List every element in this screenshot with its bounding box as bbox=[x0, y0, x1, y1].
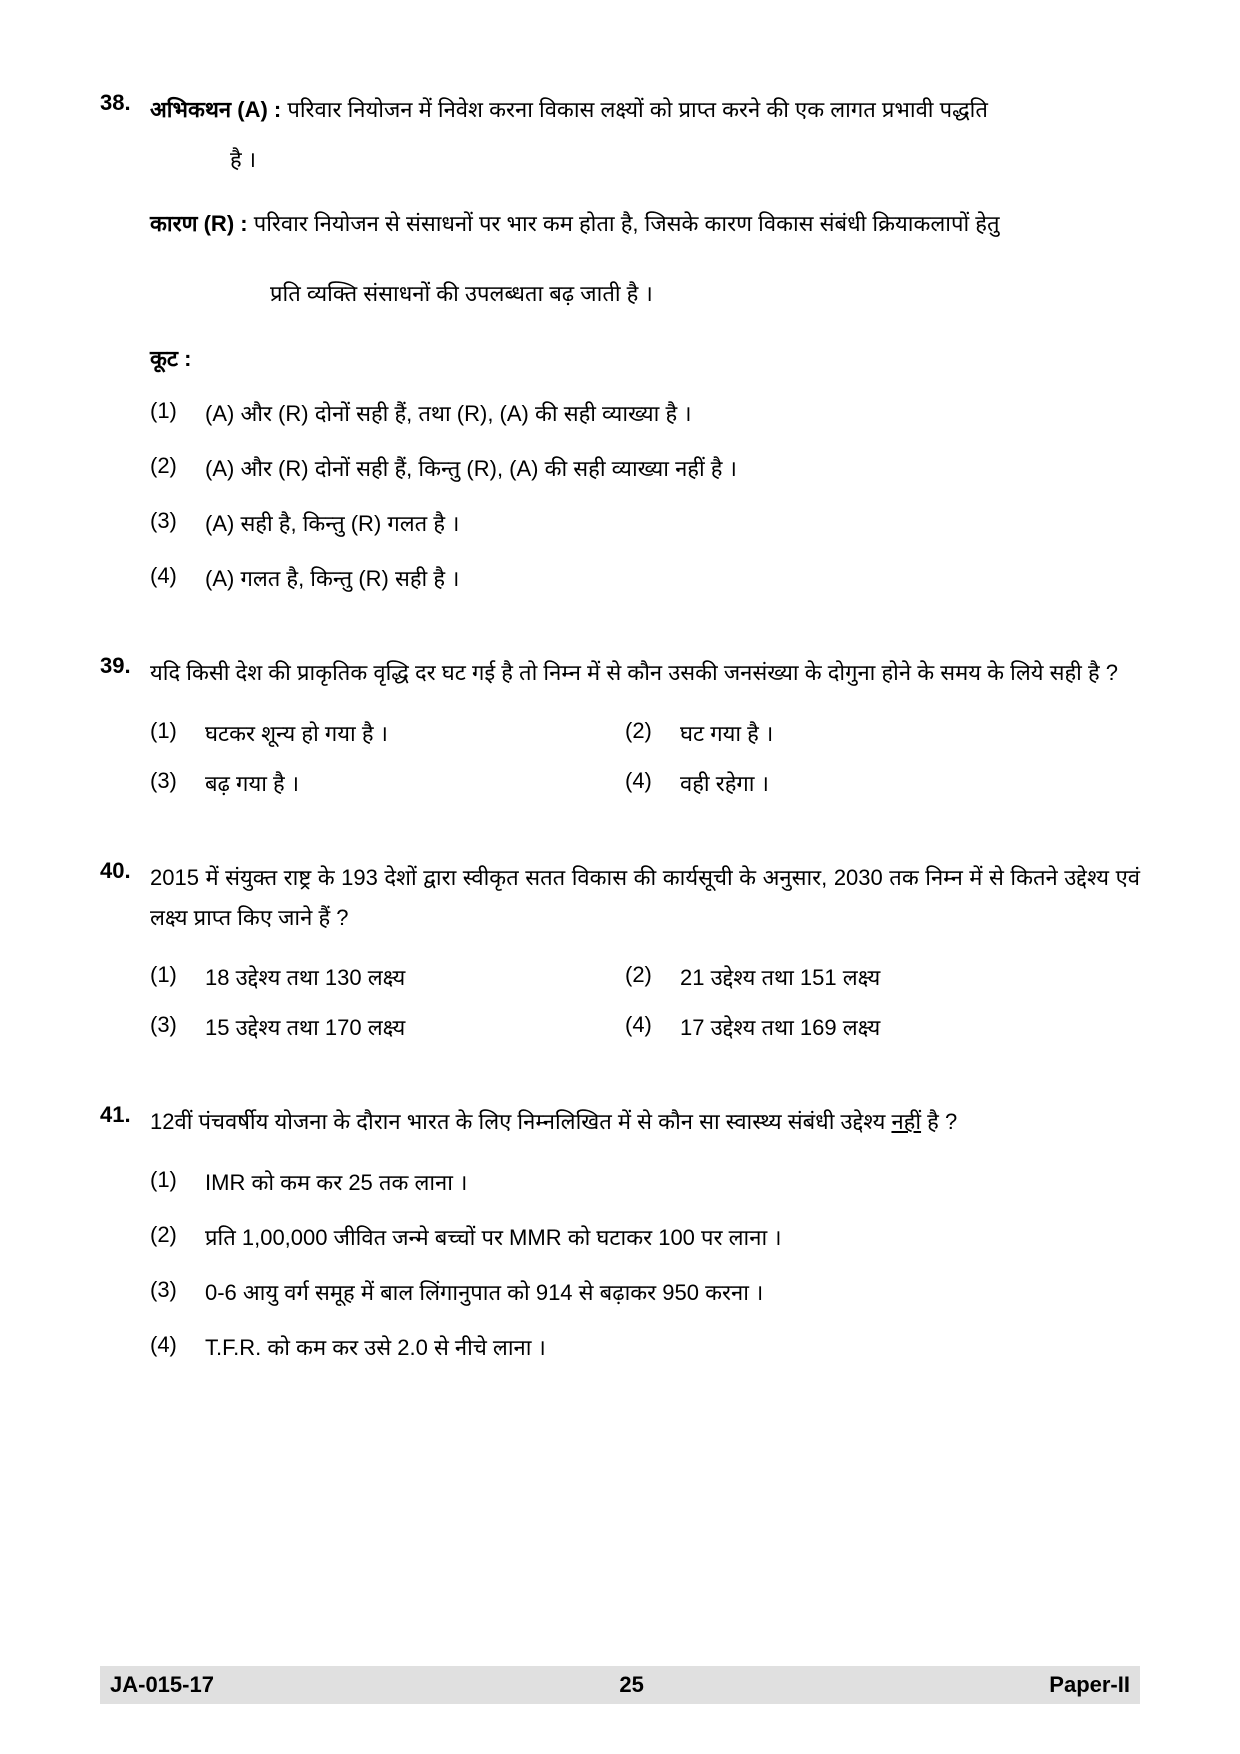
question-40: 40. 2015 में संयुक्त राष्ट्र के 193 देशो… bbox=[100, 858, 1140, 1042]
option-number: (2) bbox=[625, 962, 680, 992]
question-number: 41. bbox=[100, 1102, 150, 1128]
option-item: (3) 15 उद्देश्य तथा 170 लक्ष्य bbox=[150, 1012, 625, 1042]
option-item: (3) बढ़ गया है । bbox=[150, 768, 625, 798]
option-item: (2) घट गया है । bbox=[625, 718, 1140, 748]
code-label: कूट : bbox=[150, 343, 1140, 373]
q39-options-row1: (1) घटकर शून्य हो गया है । (2) घट गया है… bbox=[150, 718, 1140, 748]
option-item: (1) घटकर शून्य हो गया है । bbox=[150, 718, 625, 748]
option-text: वही रहेगा । bbox=[680, 768, 1140, 798]
option-item: (2) (A) और (R) दोनों सही हैं, किन्तु (R)… bbox=[150, 453, 1140, 483]
option-text: T.F.R. को कम कर उसे 2.0 से नीचे लाना । bbox=[205, 1332, 1140, 1362]
reason-content: परिवार नियोजन से संसाधनों पर भार कम होता… bbox=[254, 211, 1000, 236]
option-number: (3) bbox=[150, 768, 205, 798]
footer-paper-code: JA-015-17 bbox=[110, 1672, 214, 1698]
option-text: 18 उद्देश्य तथा 130 लक्ष्य bbox=[205, 962, 625, 992]
option-number: (4) bbox=[150, 563, 205, 593]
option-text: बढ़ गया है । bbox=[205, 768, 625, 798]
option-text: IMR को कम कर 25 तक लाना । bbox=[205, 1167, 1140, 1197]
q39-options-row2: (3) बढ़ गया है । (4) वही रहेगा । bbox=[150, 768, 1140, 798]
option-item: (1) 18 उद्देश्य तथा 130 लक्ष्य bbox=[150, 962, 625, 992]
option-number: (4) bbox=[625, 1012, 680, 1042]
reason-text-line: कारण (R) : परिवार नियोजन से संसाधनों पर … bbox=[150, 204, 1140, 244]
q40-options-row2: (3) 15 उद्देश्य तथा 170 लक्ष्य (4) 17 उद… bbox=[150, 1012, 1140, 1042]
question-41: 41. 12वीं पंचवर्षीय योजना के दौरान भारत … bbox=[100, 1102, 1140, 1362]
option-item: (2) प्रति 1,00,000 जीवित जन्मे बच्चों पर… bbox=[150, 1222, 1140, 1252]
reason-label: कारण (R) : bbox=[150, 211, 248, 236]
option-item: (1) (A) और (R) दोनों सही हैं, तथा (R), (… bbox=[150, 398, 1140, 428]
question-40-row: 40. 2015 में संयुक्त राष्ट्र के 193 देशो… bbox=[100, 858, 1140, 937]
option-item: (2) 21 उद्देश्य तथा 151 लक्ष्य bbox=[625, 962, 1140, 992]
footer-paper-label: Paper-II bbox=[1049, 1672, 1130, 1698]
question-text: 2015 में संयुक्त राष्ट्र के 193 देशों द्… bbox=[150, 858, 1140, 937]
option-number: (3) bbox=[150, 508, 205, 538]
assertion-content: परिवार नियोजन में निवेश करना विकास लक्ष्… bbox=[287, 97, 988, 122]
question-39-row: 39. यदि किसी देश की प्राकृतिक वृद्धि दर … bbox=[100, 653, 1140, 693]
option-number: (2) bbox=[625, 718, 680, 748]
question-41-row: 41. 12वीं पंचवर्षीय योजना के दौरान भारत … bbox=[100, 1102, 1140, 1142]
option-item: (3) (A) सही है, किन्तु (R) गलत है । bbox=[150, 508, 1140, 538]
q40-options-row1: (1) 18 उद्देश्य तथा 130 लक्ष्य (2) 21 उद… bbox=[150, 962, 1140, 992]
option-number: (2) bbox=[150, 1222, 205, 1252]
option-number: (1) bbox=[150, 718, 205, 748]
option-text: (A) और (R) दोनों सही हैं, तथा (R), (A) क… bbox=[205, 398, 1140, 428]
footer-page-number: 25 bbox=[619, 1672, 643, 1698]
option-text: (A) गलत है, किन्तु (R) सही है । bbox=[205, 563, 1140, 593]
option-item: (4) (A) गलत है, किन्तु (R) सही है । bbox=[150, 563, 1140, 593]
question-text: यदि किसी देश की प्राकृतिक वृद्धि दर घट ग… bbox=[150, 653, 1140, 693]
assertion-text: अभिकथन (A) : परिवार नियोजन में निवेश करन… bbox=[150, 90, 1140, 130]
option-item: (4) T.F.R. को कम कर उसे 2.0 से नीचे लाना… bbox=[150, 1332, 1140, 1362]
option-text: (A) और (R) दोनों सही हैं, किन्तु (R), (A… bbox=[205, 453, 1140, 483]
q41-text-part2: है ? bbox=[921, 1109, 957, 1134]
option-number: (3) bbox=[150, 1012, 205, 1042]
q41-underlined: नहीं bbox=[891, 1109, 921, 1134]
reason-continuation: प्रति व्यक्ति संसाधनों की उपलब्धता बढ़ ज… bbox=[150, 274, 1140, 314]
q41-options: (1) IMR को कम कर 25 तक लाना । (2) प्रति … bbox=[150, 1167, 1140, 1362]
option-item: (3) 0-6 आयु वर्ग समूह में बाल लिंगानुपात… bbox=[150, 1277, 1140, 1307]
option-item: (4) वही रहेगा । bbox=[625, 768, 1140, 798]
option-number: (4) bbox=[625, 768, 680, 798]
question-number: 40. bbox=[100, 858, 150, 884]
option-number: (1) bbox=[150, 962, 205, 992]
page-footer: JA-015-17 25 Paper-II bbox=[100, 1666, 1140, 1704]
option-number: (3) bbox=[150, 1277, 205, 1307]
option-text: 17 उद्देश्य तथा 169 लक्ष्य bbox=[680, 1012, 1140, 1042]
option-text: 0-6 आयु वर्ग समूह में बाल लिंगानुपात को … bbox=[205, 1277, 1140, 1307]
option-number: (2) bbox=[150, 453, 205, 483]
question-38: 38. अभिकथन (A) : परिवार नियोजन में निवेश… bbox=[100, 90, 1140, 593]
option-text: घटकर शून्य हो गया है । bbox=[205, 718, 625, 748]
reason-block: कारण (R) : परिवार नियोजन से संसाधनों पर … bbox=[150, 204, 1140, 244]
option-text: प्रति 1,00,000 जीवित जन्मे बच्चों पर MMR… bbox=[205, 1222, 1140, 1252]
option-text: 15 उद्देश्य तथा 170 लक्ष्य bbox=[205, 1012, 625, 1042]
q41-text-part1: 12वीं पंचवर्षीय योजना के दौरान भारत के ल… bbox=[150, 1109, 891, 1134]
option-item: (1) IMR को कम कर 25 तक लाना । bbox=[150, 1167, 1140, 1197]
option-text: (A) सही है, किन्तु (R) गलत है । bbox=[205, 508, 1140, 538]
assertion-label: अभिकथन (A) : bbox=[150, 97, 281, 122]
question-number: 39. bbox=[100, 653, 150, 679]
question-38-assertion: 38. अभिकथन (A) : परिवार नियोजन में निवेश… bbox=[100, 90, 1140, 130]
option-item: (4) 17 उद्देश्य तथा 169 लक्ष्य bbox=[625, 1012, 1140, 1042]
question-39: 39. यदि किसी देश की प्राकृतिक वृद्धि दर … bbox=[100, 653, 1140, 798]
option-number: (1) bbox=[150, 398, 205, 428]
q38-options: (1) (A) और (R) दोनों सही हैं, तथा (R), (… bbox=[150, 398, 1140, 593]
question-number: 38. bbox=[100, 90, 150, 116]
option-text: 21 उद्देश्य तथा 151 लक्ष्य bbox=[680, 962, 1140, 992]
option-number: (4) bbox=[150, 1332, 205, 1362]
question-text: 12वीं पंचवर्षीय योजना के दौरान भारत के ल… bbox=[150, 1102, 1140, 1142]
option-number: (1) bbox=[150, 1167, 205, 1197]
option-text: घट गया है । bbox=[680, 718, 1140, 748]
assertion-continuation: है । bbox=[100, 140, 1140, 180]
